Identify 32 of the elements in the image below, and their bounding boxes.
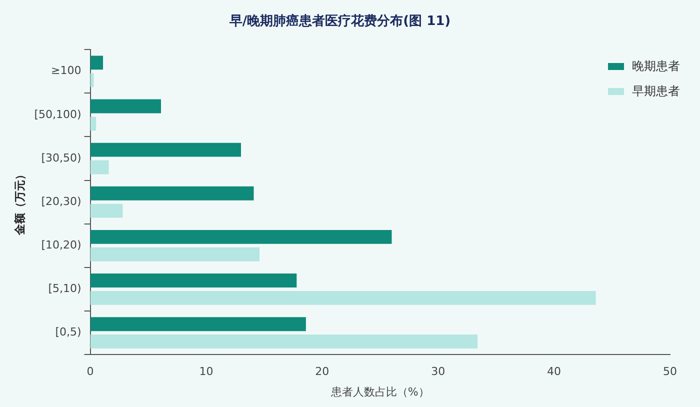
- bar: [90, 160, 109, 174]
- bar: [90, 334, 478, 348]
- bar: [90, 116, 96, 131]
- bar: [90, 56, 104, 70]
- y-axis-title: 金额（万元）: [13, 169, 26, 236]
- bar: [90, 99, 161, 114]
- bar: [90, 290, 596, 305]
- y-tick-label: [5,10): [48, 282, 82, 296]
- chart-title: 早/晚期肺癌患者医疗花费分布(图 11): [228, 13, 451, 30]
- bar: [90, 274, 297, 288]
- y-tick-label: ≥100: [51, 64, 82, 78]
- y-tick-label: [0,5): [55, 326, 82, 339]
- x-tick-label: 30: [431, 365, 446, 378]
- bar: [90, 142, 241, 157]
- y-tick-label: [10,20): [41, 238, 82, 252]
- bar: [90, 186, 254, 200]
- legend-label: 晚期患者: [632, 58, 680, 75]
- x-tick-label: 20: [315, 365, 330, 378]
- x-tick-label: 50: [663, 365, 677, 378]
- y-tick-label: [20,30): [41, 194, 82, 208]
- bar: [90, 247, 260, 262]
- legend-label: 早期患者: [632, 83, 680, 100]
- x-tick-label: 10: [199, 365, 214, 378]
- bar: [90, 230, 392, 244]
- y-tick-label: [30,50): [41, 151, 82, 164]
- bar: [90, 73, 94, 88]
- x-tick-label: 40: [547, 365, 562, 378]
- bar: [90, 317, 306, 332]
- bar: [90, 204, 123, 218]
- x-axis-title: 患者人数占比（%）: [330, 385, 430, 398]
- x-tick-label: 0: [86, 365, 94, 378]
- y-tick-label: [50,100): [34, 108, 82, 121]
